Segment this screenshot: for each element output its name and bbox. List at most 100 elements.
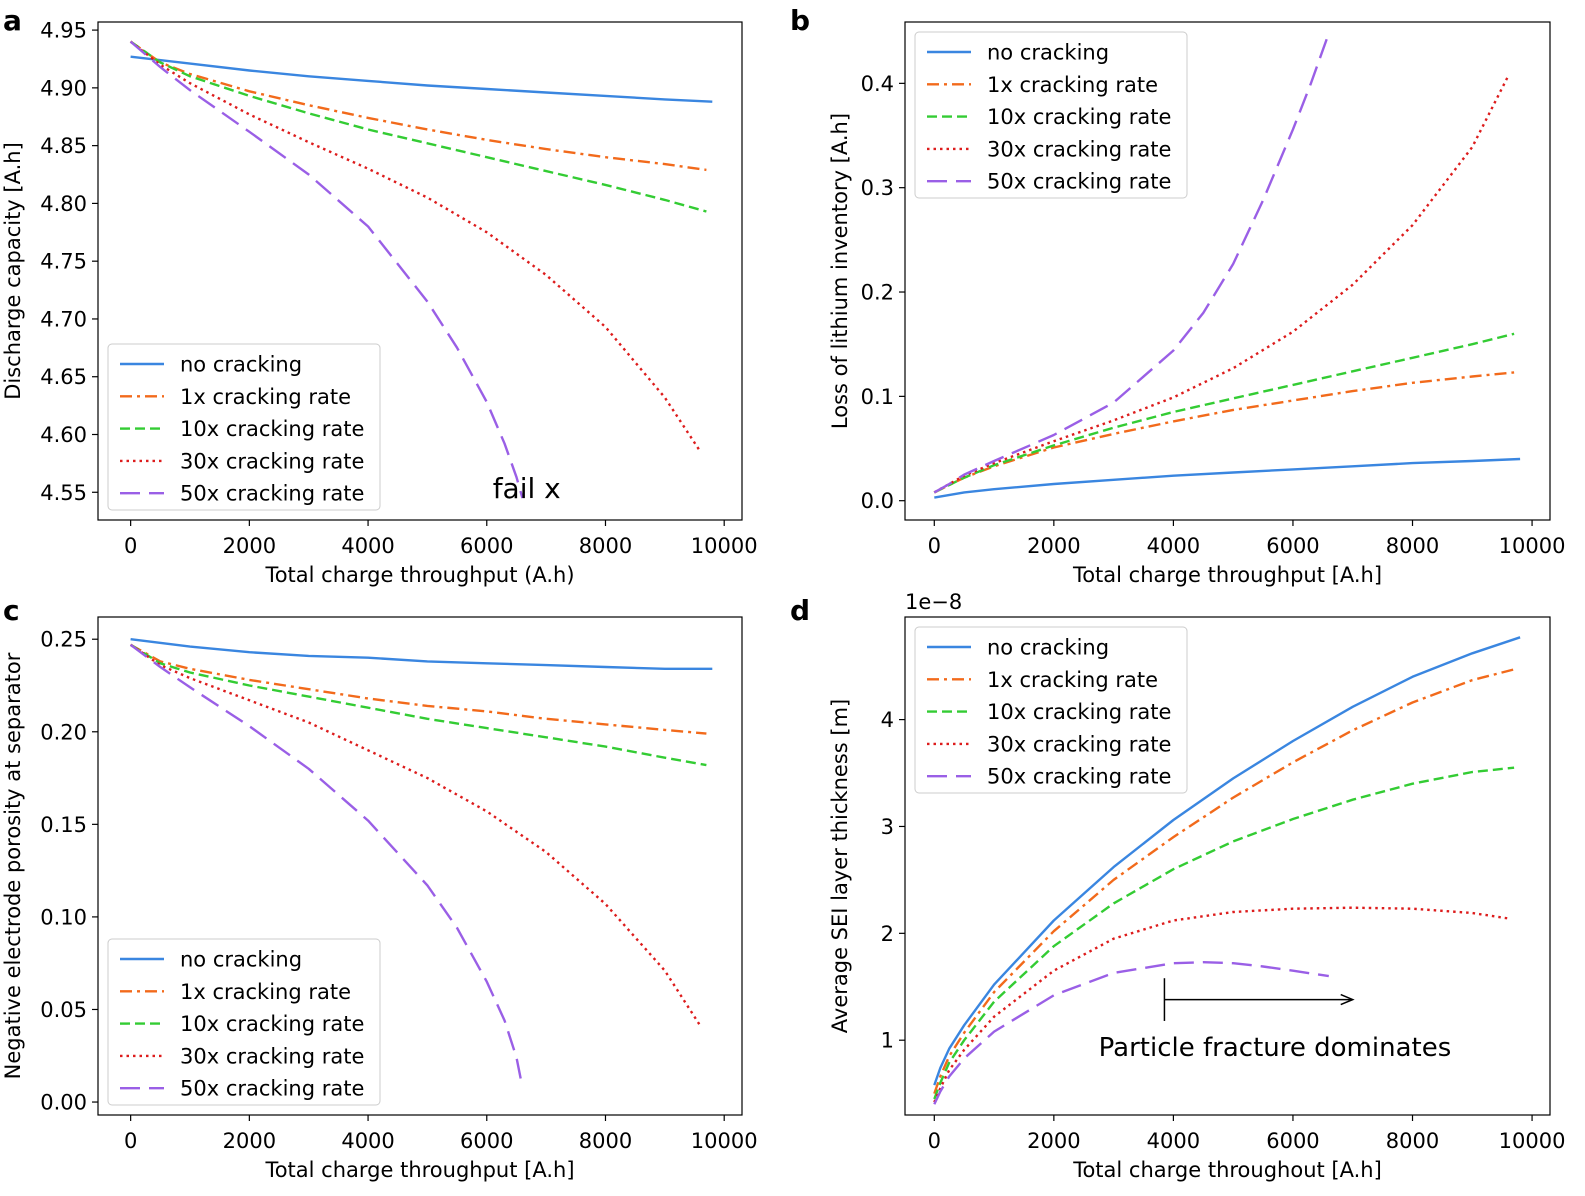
y-tick-label: 4 bbox=[881, 708, 894, 732]
series-line-a-2 bbox=[129, 40, 707, 213]
legend-label: 10x cracking rate bbox=[987, 105, 1171, 129]
series-line-c-4 bbox=[129, 643, 524, 1088]
x-tick-label: 0 bbox=[124, 534, 137, 558]
legend-label: 50x cracking rate bbox=[987, 170, 1171, 194]
x-tick-label: 0 bbox=[124, 1129, 137, 1153]
legend-label: 30x cracking rate bbox=[180, 1044, 364, 1068]
chart-panel-a: 0 2000 4000 6000 8000 10000 4.55 4.60 4.65 4.70 4.… bbox=[1, 19, 758, 587]
annotation-text: fail x bbox=[493, 472, 561, 505]
legend-label: 50x cracking rate bbox=[180, 1077, 364, 1101]
legend-label: 10x cracking rate bbox=[180, 1012, 364, 1036]
series-line-b-2 bbox=[933, 332, 1515, 494]
x-tick-label: 2000 bbox=[1027, 1129, 1080, 1153]
series-line-d-0 bbox=[933, 636, 1521, 1086]
chart-panel-c: 0 2000 4000 6000 8000 10000 0.00 0.05 0.10 0.15 0.… bbox=[1, 616, 758, 1182]
series-line-c-0 bbox=[130, 638, 713, 670]
chart-panel-b: 0 2000 4000 6000 8000 10000 0.0 0.1 0.2 0.3 0.4 Tot… bbox=[828, 21, 1565, 587]
y-tick-label: 4.75 bbox=[40, 250, 87, 274]
y-offset-label: 1e−8 bbox=[905, 590, 962, 614]
axes-frame bbox=[904, 616, 1551, 1116]
axes-frame bbox=[97, 616, 743, 1116]
y-tick-label: 0.10 bbox=[40, 905, 87, 929]
series-line-c-3 bbox=[129, 643, 702, 1027]
x-tick-label: 8000 bbox=[1386, 1129, 1439, 1153]
panel-label-d: d bbox=[790, 594, 810, 627]
legend-box bbox=[914, 626, 1188, 794]
x-tick-label: 10000 bbox=[691, 1129, 758, 1153]
series-line-d-1 bbox=[933, 668, 1515, 1094]
legend-box bbox=[914, 31, 1188, 199]
legend: no cracking 1x cracking rate 10x cracking … bbox=[107, 938, 381, 1106]
y-tick-label: 0.4 bbox=[861, 72, 894, 96]
y-tick-label: 0.0 bbox=[861, 489, 894, 513]
panel-label-a: a bbox=[3, 4, 22, 37]
x-tick-label: 8000 bbox=[579, 1129, 632, 1153]
legend-label: 10x cracking rate bbox=[987, 700, 1171, 724]
x-axis-label: Total charge throughout [A.h] bbox=[1072, 1158, 1382, 1182]
x-tick-label: 8000 bbox=[1386, 534, 1439, 558]
y-tick-label: 4.80 bbox=[40, 192, 87, 216]
x-axis-label: Total charge throughput [A.h] bbox=[1072, 563, 1382, 587]
panel-label-b: b bbox=[790, 4, 810, 37]
y-tick-label: 0.3 bbox=[861, 176, 894, 200]
x-tick-label: 2000 bbox=[223, 1129, 276, 1153]
series-line-d-4 bbox=[933, 961, 1329, 1105]
legend-label: no cracking bbox=[180, 353, 302, 377]
series-line-b-4 bbox=[933, 32, 1330, 494]
legend-label: 50x cracking rate bbox=[180, 482, 364, 506]
legend-label: 1x cracking rate bbox=[180, 980, 351, 1004]
x-tick-label: 4000 bbox=[1147, 534, 1200, 558]
legend: no cracking 1x cracking rate 10x cracking … bbox=[914, 31, 1188, 199]
series-line-a-3 bbox=[129, 40, 702, 453]
legend: no cracking 1x cracking rate 10x cracking … bbox=[107, 343, 381, 511]
y-tick-label: 4.65 bbox=[40, 365, 87, 389]
x-tick-label: 2000 bbox=[1027, 534, 1080, 558]
series-line-c-1 bbox=[130, 643, 707, 735]
x-tick-label: 6000 bbox=[1266, 534, 1319, 558]
y-tick-label: 0.1 bbox=[861, 385, 894, 409]
legend-label: 30x cracking rate bbox=[180, 449, 364, 473]
legend-label: 1x cracking rate bbox=[987, 73, 1158, 97]
legend-label: 1x cracking rate bbox=[987, 668, 1158, 692]
y-tick-label: 0.05 bbox=[40, 998, 87, 1022]
axes-frame bbox=[904, 21, 1551, 521]
annotation-arrow-head bbox=[1340, 993, 1355, 1006]
legend-label: 50x cracking rate bbox=[987, 765, 1171, 789]
y-tick-label: 0.15 bbox=[40, 813, 87, 837]
x-tick-label: 8000 bbox=[579, 534, 632, 558]
x-tick-label: 4000 bbox=[341, 1129, 394, 1153]
legend-label: 30x cracking rate bbox=[987, 137, 1171, 161]
legend-label: no cracking bbox=[987, 636, 1109, 660]
series-line-b-0 bbox=[934, 457, 1521, 499]
y-tick-label: 0.2 bbox=[861, 281, 894, 305]
y-tick-label: 4.95 bbox=[40, 19, 87, 43]
series-line-c-2 bbox=[129, 643, 707, 767]
legend: no cracking 1x cracking rate 10x cracking … bbox=[914, 626, 1188, 794]
annotation-text: Particle fracture dominates bbox=[1099, 1033, 1452, 1063]
series-line-d-2 bbox=[933, 766, 1515, 1100]
y-tick-label: 4.70 bbox=[40, 307, 87, 331]
x-tick-label: 6000 bbox=[1266, 1129, 1319, 1153]
y-tick-label: 4.60 bbox=[40, 423, 87, 447]
y-tick-label: 4.90 bbox=[40, 76, 87, 100]
y-tick-label: 0.00 bbox=[40, 1091, 87, 1115]
x-tick-label: 10000 bbox=[691, 534, 758, 558]
y-tick-label: 4.55 bbox=[40, 481, 87, 505]
y-axis-label: Average SEI layer thickness [m] bbox=[828, 699, 852, 1033]
x-tick-label: 2000 bbox=[223, 534, 276, 558]
legend-label: 10x cracking rate bbox=[180, 417, 364, 441]
axes-frame bbox=[97, 21, 743, 521]
y-axis-label: Discharge capacity [A.h] bbox=[1, 142, 25, 400]
series-line-a-4 bbox=[129, 40, 524, 499]
series-line-d-3 bbox=[933, 906, 1509, 1103]
legend-label: no cracking bbox=[987, 41, 1109, 65]
y-tick-label: 3 bbox=[881, 815, 894, 839]
y-tick-label: 2 bbox=[881, 922, 894, 946]
legend-label: 1x cracking rate bbox=[180, 385, 351, 409]
x-tick-label: 6000 bbox=[460, 1129, 513, 1153]
y-tick-label: 0.25 bbox=[40, 628, 87, 652]
x-axis-label: Total charge throughput (A.h) bbox=[264, 563, 574, 587]
x-tick-label: 10000 bbox=[1499, 1129, 1566, 1153]
legend-box bbox=[107, 938, 381, 1106]
legend-label: 30x cracking rate bbox=[987, 732, 1171, 756]
